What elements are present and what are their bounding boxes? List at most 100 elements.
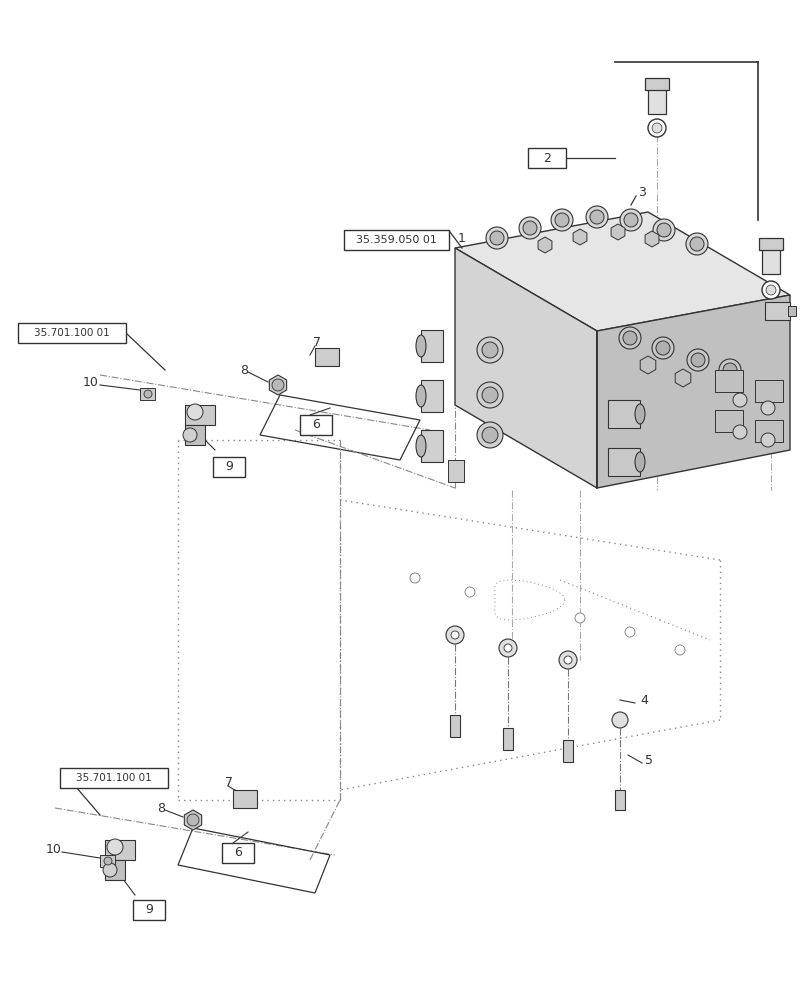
Polygon shape — [538, 237, 551, 253]
Circle shape — [611, 712, 627, 728]
Bar — [185, 405, 215, 425]
Circle shape — [760, 401, 774, 415]
Circle shape — [187, 404, 203, 420]
Circle shape — [652, 219, 674, 241]
Text: 4: 4 — [639, 694, 647, 706]
Bar — [139, 388, 155, 400]
Circle shape — [623, 213, 637, 227]
Bar — [754, 420, 782, 442]
Text: 6: 6 — [311, 418, 320, 432]
Bar — [562, 740, 573, 762]
Bar — [105, 840, 135, 860]
Circle shape — [410, 573, 419, 583]
Text: 10: 10 — [83, 376, 99, 389]
Bar — [607, 400, 639, 428]
Text: 6: 6 — [234, 846, 242, 859]
Circle shape — [104, 857, 112, 865]
Circle shape — [182, 428, 197, 442]
Bar — [761, 248, 779, 274]
Circle shape — [450, 631, 458, 639]
Circle shape — [445, 626, 463, 644]
Text: 7: 7 — [225, 776, 233, 788]
Circle shape — [554, 213, 569, 227]
Circle shape — [482, 342, 497, 358]
Bar — [185, 425, 204, 445]
Bar — [105, 860, 125, 880]
Circle shape — [690, 353, 704, 367]
Bar — [133, 900, 165, 920]
Text: 10: 10 — [46, 843, 62, 856]
Circle shape — [760, 433, 774, 447]
Circle shape — [482, 387, 497, 403]
Circle shape — [586, 206, 607, 228]
Circle shape — [551, 209, 573, 231]
Bar — [502, 728, 513, 750]
Polygon shape — [454, 212, 789, 331]
Circle shape — [187, 814, 199, 826]
Text: 8: 8 — [240, 363, 247, 376]
Text: 35.701.100 01: 35.701.100 01 — [34, 328, 109, 338]
Text: 8: 8 — [157, 801, 165, 814]
Bar — [212, 457, 245, 477]
Bar — [221, 843, 254, 863]
Circle shape — [564, 656, 571, 664]
Bar — [449, 715, 460, 737]
Bar — [315, 348, 338, 366]
Circle shape — [144, 390, 152, 398]
Circle shape — [476, 422, 502, 448]
Polygon shape — [269, 375, 286, 395]
Bar — [754, 380, 782, 402]
Ellipse shape — [415, 435, 426, 457]
Circle shape — [685, 233, 707, 255]
Bar — [614, 790, 624, 810]
Text: 35.359.050 01: 35.359.050 01 — [356, 235, 436, 245]
Circle shape — [656, 223, 670, 237]
Bar — [647, 88, 665, 114]
Bar — [299, 415, 332, 435]
Circle shape — [655, 341, 669, 355]
Text: 9: 9 — [225, 460, 233, 474]
Bar — [420, 380, 443, 412]
Polygon shape — [675, 369, 690, 387]
Circle shape — [107, 839, 122, 855]
Bar — [18, 323, 126, 343]
Polygon shape — [611, 224, 624, 240]
Circle shape — [272, 379, 284, 391]
Bar — [527, 148, 565, 168]
Text: 3: 3 — [637, 186, 645, 199]
Circle shape — [489, 231, 504, 245]
Bar — [644, 78, 668, 90]
Circle shape — [651, 123, 661, 133]
Bar — [607, 448, 639, 476]
Circle shape — [323, 351, 337, 365]
Circle shape — [476, 382, 502, 408]
Text: 2: 2 — [543, 152, 550, 165]
Bar — [420, 330, 443, 362]
Circle shape — [624, 627, 634, 637]
Circle shape — [620, 209, 642, 231]
Circle shape — [558, 651, 577, 669]
Bar — [758, 238, 782, 250]
Circle shape — [499, 639, 517, 657]
Bar — [714, 370, 742, 392]
Circle shape — [486, 227, 508, 249]
Text: 7: 7 — [312, 336, 320, 350]
Circle shape — [765, 285, 775, 295]
Circle shape — [689, 237, 703, 251]
Polygon shape — [573, 229, 586, 245]
Circle shape — [574, 613, 584, 623]
Circle shape — [686, 349, 708, 371]
Bar — [60, 768, 168, 788]
Polygon shape — [639, 356, 655, 374]
Circle shape — [590, 210, 603, 224]
Circle shape — [732, 393, 746, 407]
Bar — [344, 230, 448, 250]
Circle shape — [651, 337, 673, 359]
Text: 1: 1 — [457, 232, 466, 244]
Circle shape — [761, 281, 779, 299]
Circle shape — [622, 331, 636, 345]
Text: 9: 9 — [145, 903, 152, 916]
Circle shape — [103, 863, 117, 877]
Circle shape — [647, 119, 665, 137]
Bar — [714, 410, 742, 432]
